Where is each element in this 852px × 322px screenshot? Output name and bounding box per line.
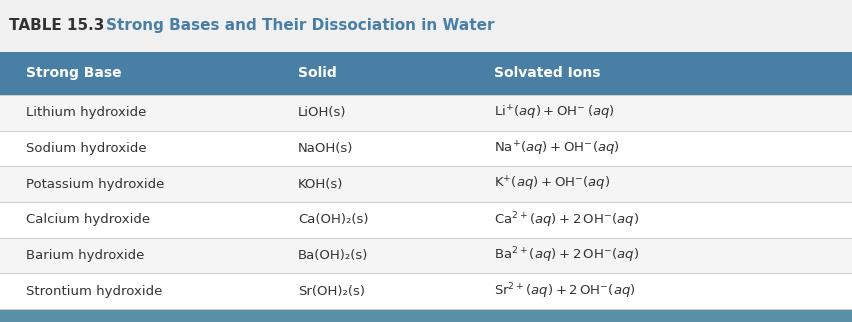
Text: KOH(s): KOH(s) [298,178,343,191]
Text: Sodium hydroxide: Sodium hydroxide [26,142,147,155]
Text: $\mathrm{Sr}^{2+}(\mathit{aq}) + 2\,\mathrm{OH}^{-}(\mathit{aq})$: $\mathrm{Sr}^{2+}(\mathit{aq}) + 2\,\mat… [494,281,636,301]
Text: Sr(OH)₂(s): Sr(OH)₂(s) [298,285,366,298]
Text: Potassium hydroxide: Potassium hydroxide [26,178,164,191]
Text: $\mathrm{Ba}^{2+}(\mathit{aq}) + 2\,\mathrm{OH}^{-}(\mathit{aq})$: $\mathrm{Ba}^{2+}(\mathit{aq}) + 2\,\mat… [494,246,639,265]
Text: Strong Bases and Their Dissociation in Water: Strong Bases and Their Dissociation in W… [106,18,495,33]
Text: Strontium hydroxide: Strontium hydroxide [26,285,162,298]
Text: Ba(OH)₂(s): Ba(OH)₂(s) [298,249,369,262]
Text: Calcium hydroxide: Calcium hydroxide [26,213,150,226]
FancyBboxPatch shape [0,202,852,238]
Text: LiOH(s): LiOH(s) [298,106,347,119]
Text: Lithium hydroxide: Lithium hydroxide [26,106,146,119]
FancyBboxPatch shape [0,95,852,131]
Text: Strong Base: Strong Base [26,66,121,80]
Text: $\mathrm{Ca}^{2+}(\mathit{aq}) + 2\,\mathrm{OH}^{-}(\mathit{aq})$: $\mathrm{Ca}^{2+}(\mathit{aq}) + 2\,\mat… [494,210,639,230]
FancyBboxPatch shape [0,273,852,309]
FancyBboxPatch shape [0,309,852,322]
FancyBboxPatch shape [0,166,852,202]
Text: Solvated Ions: Solvated Ions [494,66,601,80]
Text: Solid: Solid [298,66,337,80]
Text: TABLE 15.3: TABLE 15.3 [9,18,104,33]
Text: Ca(OH)₂(s): Ca(OH)₂(s) [298,213,369,226]
Text: $\mathrm{K}^{+}(\mathit{aq}) + \mathrm{OH}^{-}(\mathit{aq})$: $\mathrm{K}^{+}(\mathit{aq}) + \mathrm{O… [494,175,611,193]
Text: $\mathrm{Na}^{+}(\mathit{aq}) + \mathrm{OH}^{-}(\mathit{aq})$: $\mathrm{Na}^{+}(\mathit{aq}) + \mathrm{… [494,139,620,158]
FancyBboxPatch shape [0,52,852,95]
Text: $\mathrm{Li}^{+}(\mathit{aq}) + \mathrm{OH}^{-}\,(\mathit{aq})$: $\mathrm{Li}^{+}(\mathit{aq}) + \mathrm{… [494,104,615,122]
FancyBboxPatch shape [0,131,852,166]
Text: Barium hydroxide: Barium hydroxide [26,249,144,262]
FancyBboxPatch shape [0,238,852,273]
Text: NaOH(s): NaOH(s) [298,142,354,155]
